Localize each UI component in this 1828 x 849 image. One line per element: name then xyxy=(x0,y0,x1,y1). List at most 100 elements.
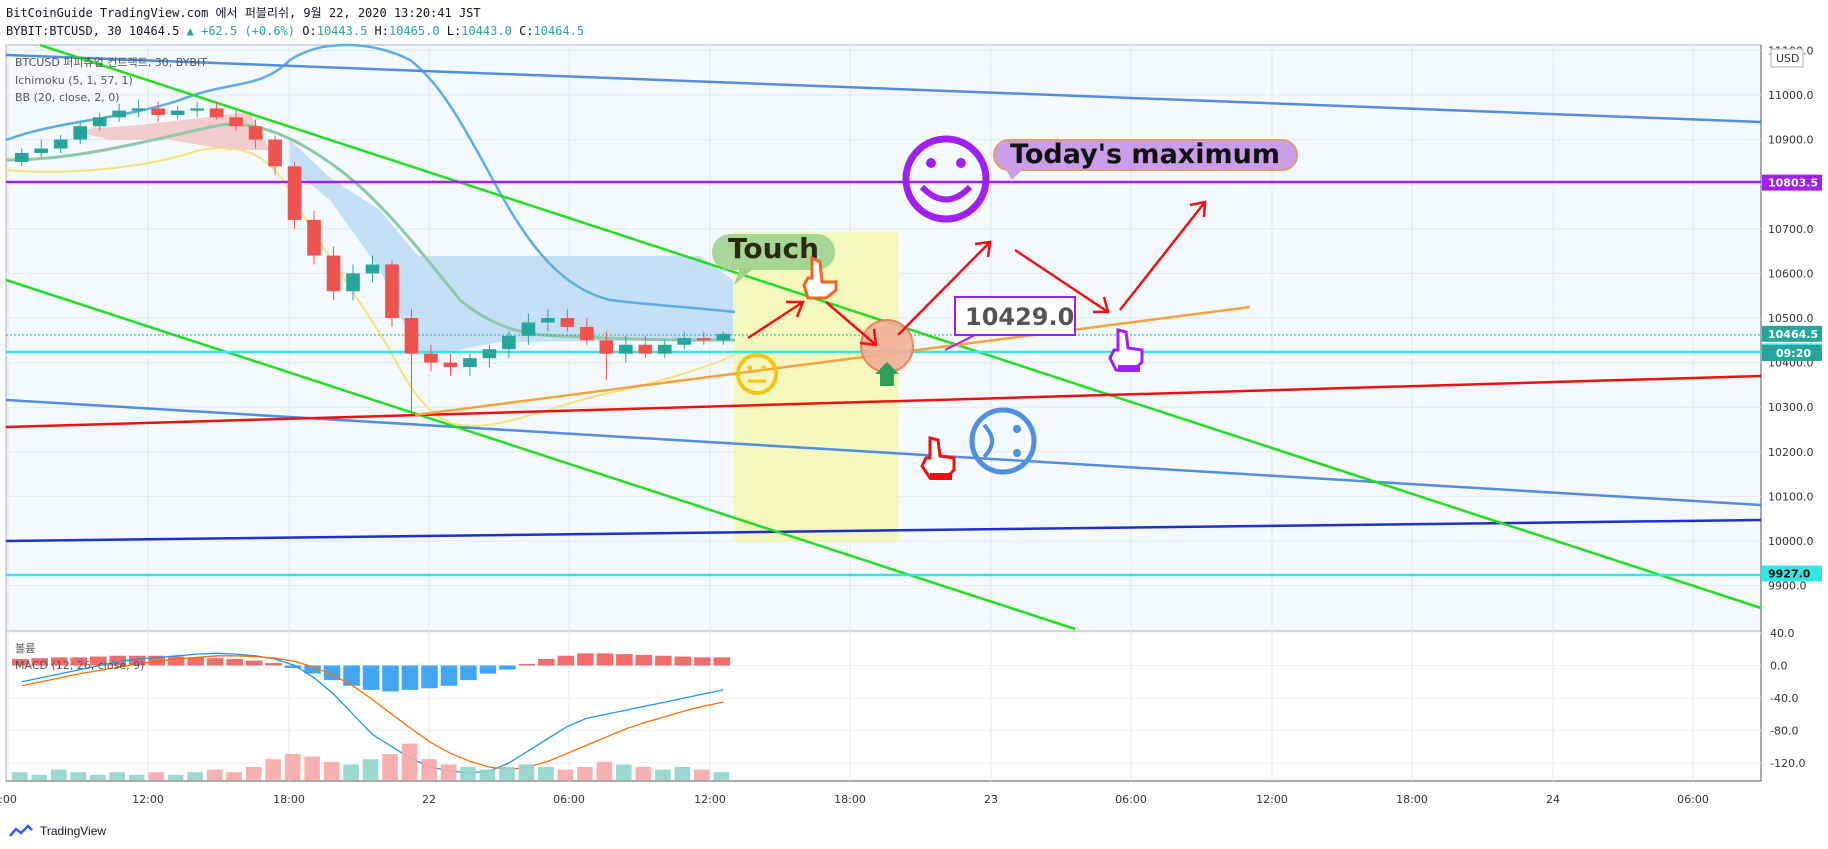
macd-histogram-bar xyxy=(70,657,88,666)
price-label-box xyxy=(1762,174,1822,191)
candle-body xyxy=(209,108,224,118)
macd-histogram-bar xyxy=(50,657,68,666)
navy-line xyxy=(5,518,1762,543)
volume-bar xyxy=(557,769,574,780)
max-callout: Today's maximum xyxy=(993,139,1298,180)
candle xyxy=(92,112,107,131)
candle xyxy=(229,110,243,131)
candle-body xyxy=(696,338,711,341)
macd-histogram-bar xyxy=(479,665,497,674)
volume-bar xyxy=(440,764,457,780)
price-change: +62.5 (+0.6%) xyxy=(201,24,296,38)
candle xyxy=(424,344,438,372)
high-value: 10465.0 xyxy=(388,24,440,38)
macd-tick-label: 40.0 xyxy=(1770,627,1795,640)
macd-histogram-bar xyxy=(674,656,692,666)
x-tick-label: 22 xyxy=(422,793,436,806)
currency-box[interactable] xyxy=(1770,48,1804,68)
volume-bar xyxy=(323,761,340,780)
candle xyxy=(541,309,555,332)
y-tick-label: 11000.0 xyxy=(1768,89,1814,102)
candle xyxy=(268,135,282,176)
purple-hand-icon xyxy=(1108,328,1144,372)
macd-histogram-bar xyxy=(596,653,614,666)
forecast-arrows xyxy=(747,200,1207,347)
volume-bar xyxy=(655,769,671,780)
macd-histogram-bar xyxy=(655,655,672,666)
red-hand-icon xyxy=(920,436,956,480)
candle-body xyxy=(34,148,49,153)
open-value: 10443.5 xyxy=(316,24,368,38)
macd-histogram-bar xyxy=(304,665,321,674)
signal-line xyxy=(21,655,724,771)
axes: 11100.011000.010900.010800.010700.010600… xyxy=(0,44,1822,806)
candle xyxy=(53,135,68,153)
orange-trend-line xyxy=(414,305,1251,417)
candle xyxy=(463,353,477,376)
touch-bubble xyxy=(712,234,835,270)
footer-brand: TradingView xyxy=(40,824,107,838)
candle xyxy=(657,340,672,359)
macd-histogram-bar xyxy=(694,657,711,666)
candle xyxy=(112,103,126,122)
macd-histogram-bar xyxy=(499,665,516,670)
candle xyxy=(170,106,185,120)
candle-body xyxy=(657,344,672,354)
y-tick-label: 10500.0 xyxy=(1768,312,1814,325)
x-tick-label: 06:00 xyxy=(1115,793,1147,806)
low-value: 10443.0 xyxy=(461,24,512,38)
candle xyxy=(580,318,594,345)
volume-bar xyxy=(304,756,320,780)
countdown-box xyxy=(1762,345,1822,361)
candle xyxy=(365,255,380,283)
candle-body xyxy=(599,340,614,354)
volume-bar xyxy=(89,774,106,780)
macd-tick-label: 0.0 xyxy=(1770,660,1788,673)
candle-body xyxy=(346,273,360,292)
candle xyxy=(404,309,419,412)
candle xyxy=(131,99,146,118)
legend-contract: BTCUSD 퍼피츄얼 컨트랙트, 30, BYBIT xyxy=(15,55,207,69)
candle-body xyxy=(92,117,107,127)
price-box xyxy=(954,296,1076,336)
candle xyxy=(696,331,711,345)
ichimoku-cloud-red xyxy=(70,112,270,150)
candle-body xyxy=(326,255,341,292)
macd-histogram-bar xyxy=(343,665,360,686)
price-label: 10464.5 xyxy=(1768,328,1818,341)
candle-body xyxy=(287,166,302,220)
legend-volume: 볼륨 xyxy=(15,642,35,655)
close-value: 10464.5 xyxy=(533,24,585,38)
candle-body xyxy=(580,326,594,341)
price-label-box xyxy=(1762,565,1822,582)
countdown-label: 09:20 xyxy=(1776,347,1811,360)
macd-histogram-bar xyxy=(460,665,477,681)
candle-body xyxy=(190,108,204,111)
price-label: 9927.0 xyxy=(1768,568,1811,581)
high-label: H: xyxy=(374,24,389,38)
x-tick-label: 12:00 xyxy=(694,793,726,806)
macd-line xyxy=(21,652,724,774)
candle xyxy=(307,210,321,265)
macd-histogram-bar xyxy=(713,657,731,666)
candle-body xyxy=(560,318,575,327)
volume-bar xyxy=(382,754,398,780)
symbol-label: BYBIT:BTCUSD, 30 xyxy=(6,24,122,38)
volume-bar xyxy=(479,769,496,780)
macd-histogram-bar xyxy=(421,665,438,689)
y-tick-label: 10300.0 xyxy=(1768,401,1814,414)
volume-bar xyxy=(265,759,281,780)
macd-histogram-bar xyxy=(206,658,224,666)
candle-body xyxy=(716,333,731,341)
x-tick-label: 18:00 xyxy=(1396,793,1428,806)
y-tick-label: 10100.0 xyxy=(1768,490,1814,503)
chart-header: BitCoinGuide TradingView.com 에서 퍼블리쉬, 9월… xyxy=(6,4,584,40)
macd-pane[interactable] xyxy=(5,630,1762,782)
candle xyxy=(677,331,692,350)
volume-bar xyxy=(674,767,691,780)
candle xyxy=(716,331,731,345)
volume-bar xyxy=(401,743,418,780)
volume-bar xyxy=(499,767,515,780)
price-label: 10803.5 xyxy=(1768,177,1818,190)
